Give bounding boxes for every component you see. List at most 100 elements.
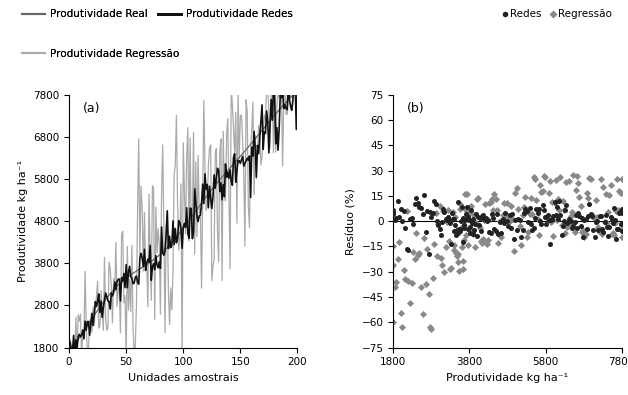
Point xyxy=(522,208,532,214)
Point xyxy=(506,225,516,231)
Text: (b): (b) xyxy=(407,102,425,115)
Point xyxy=(567,225,577,231)
Point xyxy=(391,214,401,221)
Point xyxy=(583,213,593,219)
Point xyxy=(517,211,528,218)
Point xyxy=(484,200,494,207)
Point xyxy=(590,233,600,240)
Point xyxy=(431,209,441,216)
Point xyxy=(530,215,540,222)
Point xyxy=(585,201,595,207)
Point xyxy=(474,223,484,229)
Point xyxy=(515,217,525,223)
Point xyxy=(558,198,568,205)
Point xyxy=(423,251,433,258)
Point xyxy=(512,226,522,233)
Point xyxy=(571,187,581,194)
Point xyxy=(460,222,470,228)
Point xyxy=(453,229,463,236)
Point xyxy=(513,215,523,222)
Point xyxy=(507,216,517,222)
Point xyxy=(435,203,445,209)
Point xyxy=(533,210,543,216)
Point xyxy=(559,218,569,224)
Point xyxy=(573,180,583,186)
Point xyxy=(408,249,418,256)
Point xyxy=(388,319,398,325)
Point xyxy=(552,217,562,223)
Point xyxy=(523,219,533,226)
Point xyxy=(600,219,610,226)
Point xyxy=(455,228,465,234)
Point xyxy=(607,231,617,237)
Point xyxy=(509,235,519,242)
Point xyxy=(452,253,462,259)
Point xyxy=(468,228,478,234)
Point xyxy=(471,220,481,226)
Point xyxy=(428,210,438,216)
Point xyxy=(548,213,558,220)
Point xyxy=(521,194,531,200)
Point xyxy=(591,219,601,225)
Y-axis label: Resíduo (%): Resíduo (%) xyxy=(346,188,356,255)
Point xyxy=(570,219,580,225)
Point xyxy=(519,210,529,216)
Point xyxy=(561,179,571,185)
Point xyxy=(467,220,477,226)
Point xyxy=(464,209,474,215)
Point xyxy=(423,291,433,297)
Point xyxy=(455,206,465,212)
Text: (a): (a) xyxy=(83,102,100,115)
Point xyxy=(388,262,398,269)
Point xyxy=(454,226,464,232)
Point xyxy=(517,226,528,233)
Point xyxy=(521,206,531,213)
Point xyxy=(528,227,538,233)
Point xyxy=(396,310,406,316)
Point xyxy=(440,209,450,215)
Point xyxy=(464,216,474,223)
Point xyxy=(397,324,407,330)
X-axis label: Unidades amostrais: Unidades amostrais xyxy=(128,373,239,383)
Point xyxy=(496,234,506,240)
Point xyxy=(489,191,499,198)
Point xyxy=(429,241,439,247)
Point xyxy=(435,226,445,233)
Point xyxy=(529,174,539,180)
Point xyxy=(548,233,558,239)
Point xyxy=(539,173,549,180)
Point xyxy=(474,222,484,228)
Point xyxy=(416,205,426,211)
Point xyxy=(421,281,431,287)
Point xyxy=(567,209,577,216)
Point xyxy=(602,224,612,230)
Point xyxy=(411,230,421,236)
Point xyxy=(546,219,556,226)
Point xyxy=(540,174,550,181)
Point xyxy=(479,216,489,222)
Point xyxy=(482,241,492,247)
Point xyxy=(558,222,568,229)
Point xyxy=(538,202,548,208)
Point xyxy=(568,172,578,178)
Point xyxy=(502,218,512,224)
Point xyxy=(509,247,519,254)
Point xyxy=(587,213,597,219)
Point xyxy=(612,226,622,232)
Point xyxy=(465,204,475,210)
Point xyxy=(478,236,488,242)
Point xyxy=(571,212,581,218)
Point xyxy=(478,212,488,218)
Point xyxy=(617,233,627,240)
Point xyxy=(603,209,613,215)
Point xyxy=(469,227,479,233)
Point xyxy=(443,207,453,213)
Point xyxy=(578,227,588,233)
Point xyxy=(392,198,403,204)
Point xyxy=(519,204,529,210)
Point xyxy=(406,280,416,286)
Point xyxy=(481,239,491,246)
Point xyxy=(436,255,446,261)
Point xyxy=(544,190,554,196)
Point xyxy=(453,259,463,265)
